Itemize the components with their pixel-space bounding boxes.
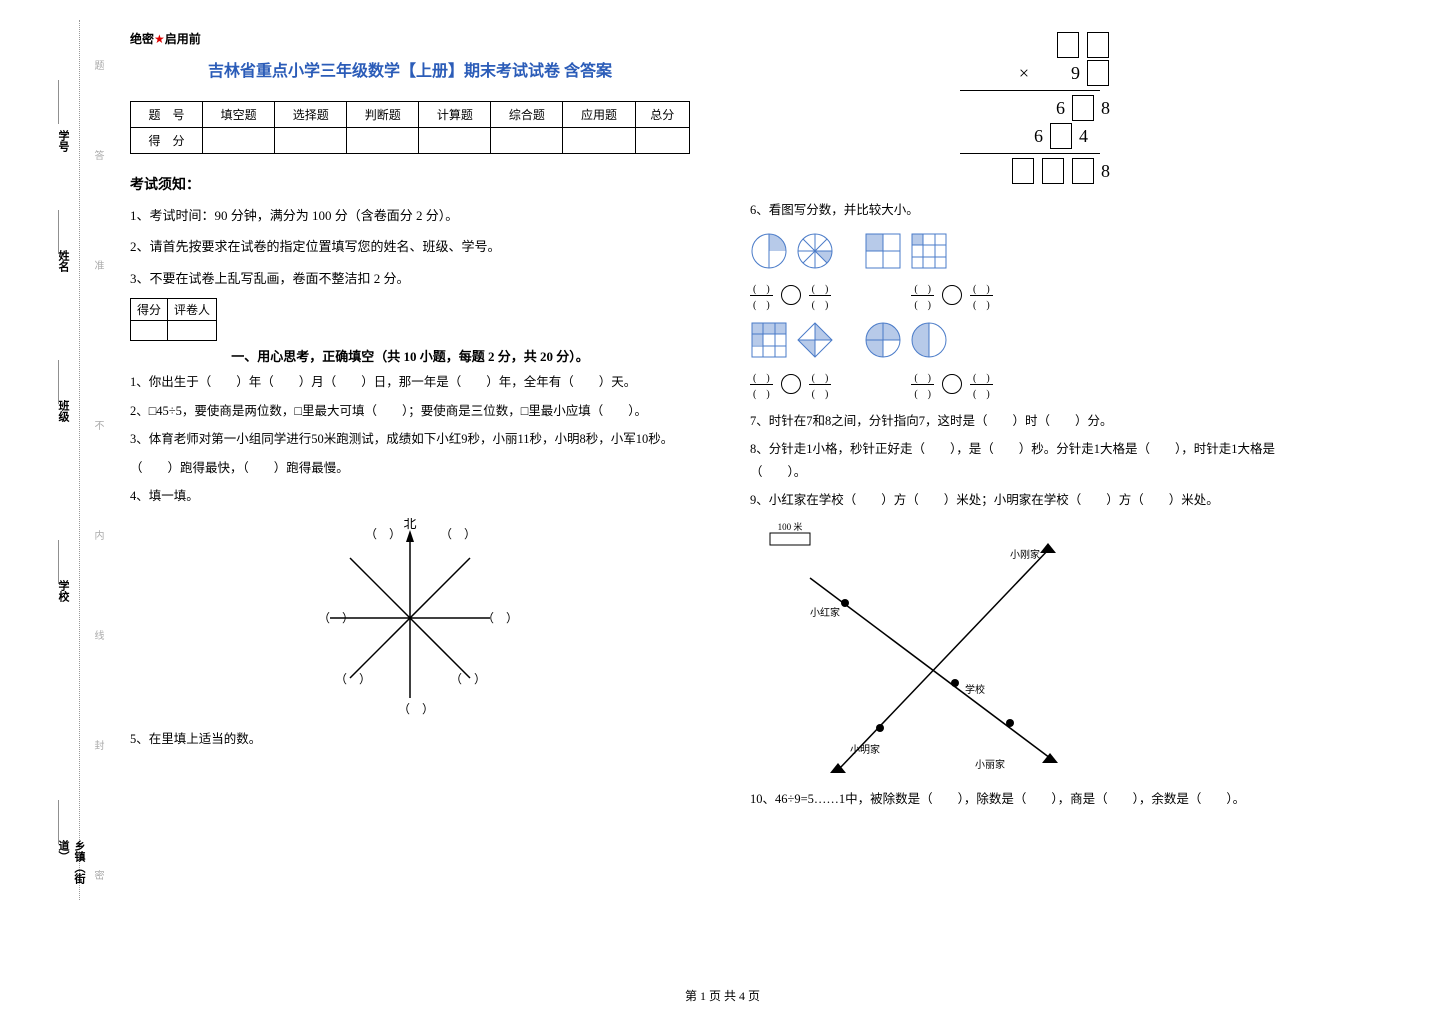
notice-item-1: 1、考试时间：90 分钟，满分为 100 分（含卷面分 2 分）。 — [130, 204, 690, 227]
map-xiaoli-label: 小丽家 — [975, 758, 1005, 771]
binding-underline: ＿＿＿＿ — [55, 540, 71, 584]
blank-box[interactable] — [1072, 95, 1094, 121]
circle-shape-icon — [910, 321, 948, 359]
seal-mark-mi: 密 — [90, 870, 105, 880]
square-shape-icon — [864, 232, 902, 270]
fraction-blank[interactable]: ( )( ) — [911, 369, 934, 400]
svg-text:（ ）: （ ） — [318, 611, 354, 625]
svg-text:（ ）: （ ） — [365, 527, 401, 541]
circle-shape-icon — [750, 232, 788, 270]
map-xiaogang-label: 小刚家 — [1010, 548, 1040, 561]
fraction-blank[interactable]: ( )( ) — [809, 369, 832, 400]
multiplication-problem: × 9 6 8 6 4 8 — [890, 32, 1170, 184]
exam-title: 吉林省重点小学三年级数学【上册】期末考试试卷 含答案 — [130, 57, 690, 81]
question-7: 7、时针在7和8之间，分针指向7，这时是（ ）时（ ）分。 — [750, 410, 1310, 433]
fraction-blank[interactable]: ( )( ) — [750, 369, 773, 400]
question-1: 1、你出生于（ ）年（ ）月（ ）日，那一年是（ ）年，全年有（ ）天。 — [130, 371, 690, 394]
question-4: 4、填一填。 — [130, 485, 690, 508]
question-3a: 3、体育老师对第一小组同学进行50米跑测试，成绩如下小红9秒，小丽11秒，小明8… — [130, 428, 690, 451]
confidential-mark: 绝密★启用前 — [130, 30, 690, 47]
notice-item-3: 3、不要在试卷上乱写乱画，卷面不整洁扣 2 分。 — [130, 267, 690, 290]
map-xiaoming-label: 小明家 — [850, 743, 880, 756]
partial-digit: 8 — [1101, 98, 1110, 119]
blank-box[interactable] — [1087, 60, 1109, 86]
partial-digit: 6 — [1056, 98, 1065, 119]
question-5: 5、在里填上适当的数。 — [130, 728, 690, 751]
svg-text:（ ）: （ ） — [335, 672, 371, 686]
compare-circle[interactable] — [942, 285, 962, 305]
page-footer: 第 1 页 共 4 页 — [0, 987, 1445, 1004]
svg-text:北: 北 — [403, 518, 416, 531]
right-column: × 9 6 8 6 4 8 6、 — [720, 30, 1340, 816]
svg-text:（ ）: （ ） — [398, 702, 434, 716]
fraction-compare-1: ( )( ) ( )( ) ( )( ) ( )( ) — [750, 280, 1310, 311]
blank-box[interactable] — [1050, 123, 1072, 149]
question-9: 9、小红家在学校（ ）方（ ）米处；小明家在学校（ ）方（ ）米处。 — [750, 489, 1310, 512]
compare-circle[interactable] — [781, 285, 801, 305]
circle-shape-icon — [796, 232, 834, 270]
fraction-blank[interactable]: ( )( ) — [911, 280, 934, 311]
binding-underline: ＿＿＿＿ — [55, 210, 71, 254]
compare-circle[interactable] — [781, 374, 801, 394]
fraction-row-1 — [750, 232, 1310, 270]
seal-mark-zhun: 准 — [90, 260, 105, 270]
seal-mark-bu: 不 — [90, 420, 105, 430]
binding-underline: ＿＿＿＿ — [55, 360, 71, 404]
question-8: 8、分针走1小格，秒针正好走（ ），是（ ）秒。分针走1大格是（ ），时针走1大… — [750, 438, 1310, 483]
svg-text:（ ）: （ ） — [450, 672, 486, 686]
partial-digit: 6 — [1034, 126, 1043, 147]
compass-diagram: 北 （ ） （ ） （ ） （ ） （ ） （ ） （ ） — [310, 518, 510, 718]
fraction-blank[interactable]: ( )( ) — [970, 369, 993, 400]
blank-box[interactable] — [1012, 158, 1034, 184]
circle-shape-icon — [864, 321, 902, 359]
left-column: 绝密★启用前 吉林省重点小学三年级数学【上册】期末考试试卷 含答案 题 号 填空… — [100, 30, 720, 816]
binding-underline: ＿＿＿＿ — [55, 800, 71, 844]
score-table: 题 号 填空题 选择题 判断题 计算题 综合题 应用题 总分 得 分 — [130, 101, 690, 154]
binding-field-id: 学号 — [55, 130, 71, 152]
score-value-row: 得 分 — [131, 128, 690, 154]
location-map: 100 米 学校 小红家 小刚家 小明家 小丽家 — [750, 518, 1110, 778]
partial-digit: 4 — [1079, 126, 1088, 147]
map-scale-label: 100 米 — [778, 521, 803, 532]
seal-mark-ti: 题 — [90, 60, 105, 70]
svg-text:（ ）: （ ） — [482, 611, 510, 625]
score-header-row: 题 号 填空题 选择题 判断题 计算题 综合题 应用题 总分 — [131, 102, 690, 128]
question-3b: （ ）跑得最快，（ ）跑得最慢。 — [130, 457, 690, 480]
blank-box[interactable] — [1042, 158, 1064, 184]
binding-field-township: 乡镇（街道） — [55, 840, 87, 900]
question-10: 10、46÷9=5……1中，被除数是（ ），除数是（ ），商是（ ），余数是（ … — [750, 788, 1310, 811]
seal-mark-feng: 封 — [90, 740, 105, 750]
section-1-title: 一、用心思考，正确填空（共 10 小题，每题 2 分，共 20 分）。 — [130, 346, 690, 365]
blank-box[interactable] — [1057, 32, 1079, 58]
notice-item-2: 2、请首先按要求在试卷的指定位置填写您的姓名、班级、学号。 — [130, 235, 690, 258]
fraction-blank[interactable]: ( )( ) — [970, 280, 993, 311]
question-2: 2、□45÷5，要使商是两位数，□里最大可填（ ）；要使商是三位数，□里最小应填… — [130, 400, 690, 423]
fraction-compare-2: ( )( ) ( )( ) ( )( ) ( )( ) — [750, 369, 1310, 400]
question-6: 6、看图写分数，并比较大小。 — [750, 199, 1310, 222]
seal-mark-da: 答 — [90, 150, 105, 160]
binding-underline: ＿＿＿＿ — [55, 80, 71, 124]
blank-box[interactable] — [1072, 158, 1094, 184]
square-shape-icon — [750, 321, 788, 359]
diamond-shape-icon — [796, 321, 834, 359]
digit-9: 9 — [1071, 63, 1080, 84]
blank-box[interactable] — [1087, 32, 1109, 58]
seal-mark-xian: 线 — [90, 630, 105, 640]
grader-box: 得分评卷人 — [130, 298, 217, 341]
multiply-sign: × — [1019, 63, 1029, 84]
fraction-blank[interactable]: ( )( ) — [809, 280, 832, 311]
square-shape-icon — [910, 232, 948, 270]
fraction-blank[interactable]: ( )( ) — [750, 280, 773, 311]
svg-text:（ ）: （ ） — [440, 527, 476, 541]
seal-mark-nei: 内 — [90, 530, 105, 540]
result-digit: 8 — [1101, 161, 1110, 182]
compare-circle[interactable] — [942, 374, 962, 394]
map-school-label: 学校 — [965, 683, 985, 696]
fraction-row-2 — [750, 321, 1310, 359]
exam-notice-title: 考试须知： — [130, 174, 690, 194]
map-xiaohong-label: 小红家 — [810, 606, 840, 619]
